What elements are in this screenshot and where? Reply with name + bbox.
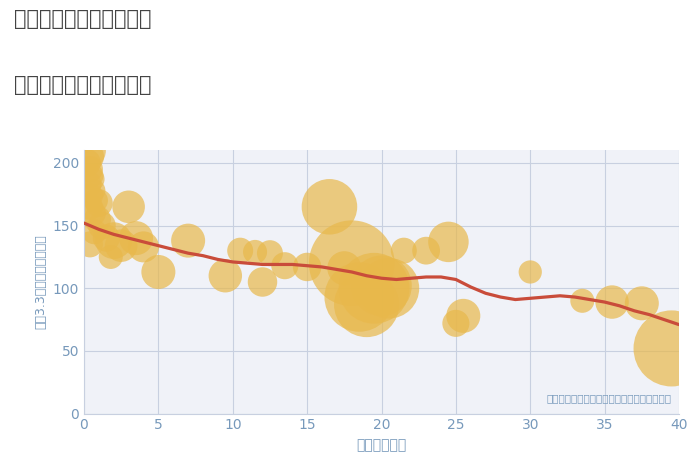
Point (339, 265, 350, 272)
Point (105, 253, 116, 261)
Point (83, 153, 94, 160)
Point (84, 241, 95, 248)
Point (138, 243, 149, 251)
Point (80, 147, 92, 154)
Point (458, 312, 469, 320)
Point (93, 199, 104, 207)
Point (636, 299, 648, 307)
Point (86, 192, 97, 199)
Point (86, 172, 97, 179)
Point (92, 216, 103, 223)
Text: 円の大きさは、取引のあった物件面積を示す: 円の大きさは、取引のあった物件面積を示す (547, 393, 671, 404)
Point (123, 203, 134, 211)
Text: 築年数別中古戸建て価格: 築年数別中古戸建て価格 (14, 75, 151, 95)
Point (81, 159, 92, 167)
Point (577, 297, 588, 305)
Point (525, 268, 536, 276)
Point (234, 247, 246, 254)
Point (96, 222, 108, 229)
Point (249, 248, 260, 256)
Point (421, 247, 432, 254)
Point (443, 238, 454, 246)
Point (376, 282, 387, 290)
Point (116, 242, 127, 250)
Point (83, 180, 94, 188)
Point (153, 268, 164, 276)
Point (666, 345, 677, 352)
Point (368, 284, 379, 292)
Point (108, 237, 119, 244)
Point (84, 165, 95, 173)
Point (279, 262, 290, 269)
Point (88, 209, 99, 217)
Point (384, 284, 395, 292)
Point (130, 235, 141, 242)
Point (84, 203, 95, 211)
Point (606, 298, 617, 306)
Point (346, 259, 357, 267)
X-axis label: 築年数（年）: 築年数（年） (356, 438, 407, 452)
Point (361, 301, 372, 308)
Point (101, 235, 112, 242)
Point (302, 263, 313, 271)
Point (88, 175, 99, 183)
Point (220, 272, 231, 280)
Point (90, 197, 101, 204)
Point (89, 187, 100, 194)
Point (89, 228, 100, 235)
Point (257, 278, 268, 286)
Y-axis label: 坪（3.3㎡）単価（万円）: 坪（3.3㎡）単価（万円） (34, 235, 47, 329)
Point (398, 247, 409, 254)
Point (265, 250, 276, 257)
Point (354, 293, 365, 301)
Point (183, 237, 194, 244)
Text: 東京都東久留米市南沢の: 東京都東久留米市南沢の (14, 9, 151, 30)
Point (450, 320, 461, 327)
Point (324, 203, 335, 211)
